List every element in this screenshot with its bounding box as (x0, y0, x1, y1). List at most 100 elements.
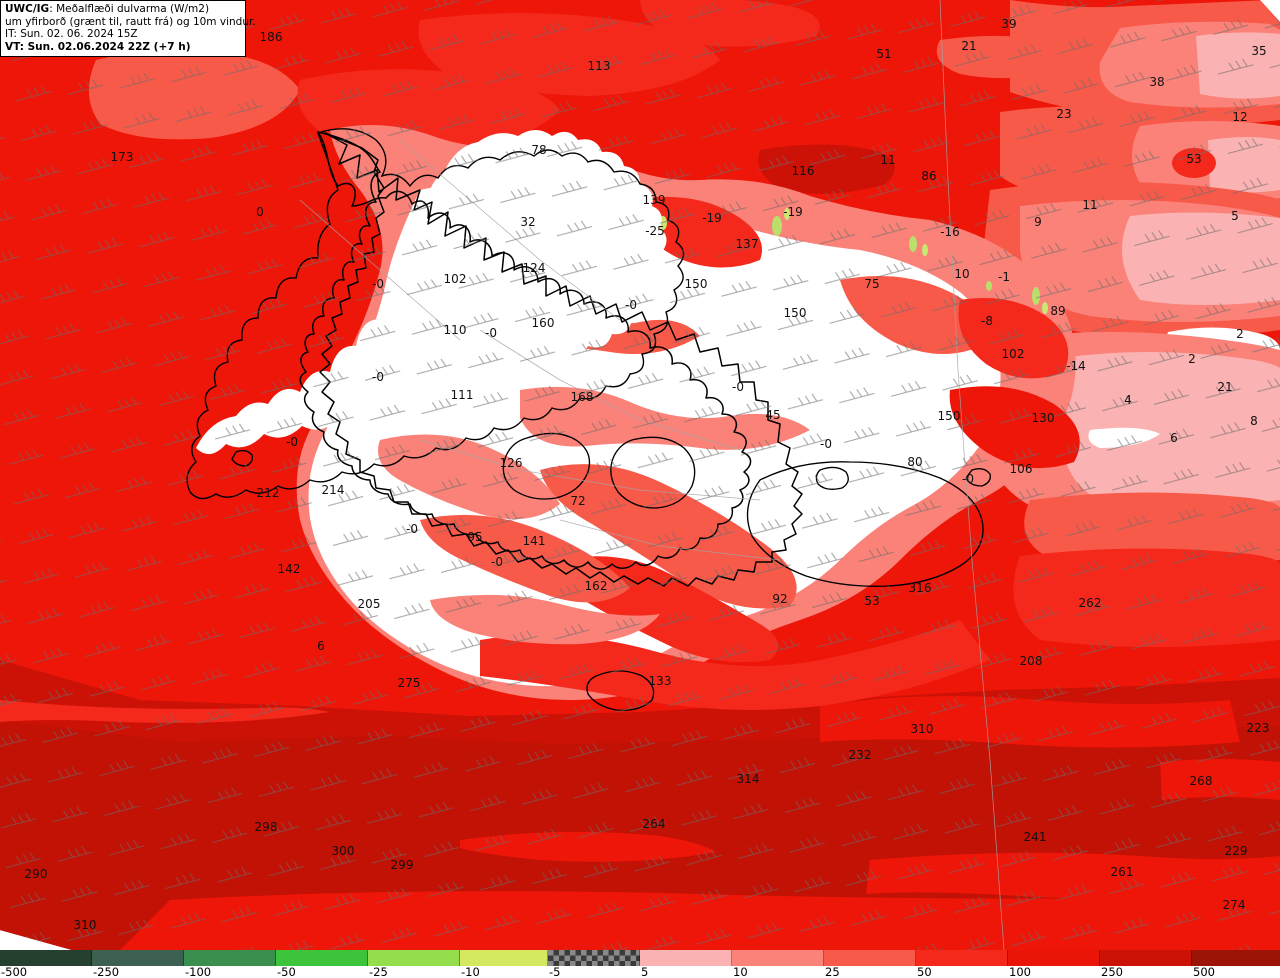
flux-value-label: -0 (962, 472, 974, 486)
flux-value-label: 160 (532, 316, 555, 330)
flux-value-label: 89 (1050, 304, 1065, 318)
legend-segment-100[interactable] (1008, 950, 1100, 966)
flux-value-label: 274 (1223, 898, 1246, 912)
flux-value-label: -0 (491, 555, 503, 569)
flux-value-label: 0 (256, 205, 264, 219)
flux-value-label: -16 (940, 225, 960, 239)
flux-value-label: 6 (317, 639, 325, 653)
flux-value-label: -0 (732, 380, 744, 394)
legend-tick-500: 500 (1193, 965, 1215, 978)
flux-value-label: 8 (1250, 414, 1258, 428)
flux-value-label: 186 (260, 30, 283, 44)
flux-value-label: 141 (523, 534, 546, 548)
legend-segment-neg500[interactable] (0, 950, 92, 966)
model-label: UWC/IG (5, 3, 50, 15)
legend-tick-50: 50 (917, 965, 932, 978)
flux-value-label: 5 (1231, 209, 1239, 223)
legend-tick-labels: -500 -250 -100 -50 -25 -10 -5 5 10 25 50 100 250 500 (0, 966, 1280, 978)
legend-segment-10[interactable] (732, 950, 824, 966)
legend-segment-neg10[interactable] (460, 950, 548, 966)
legend-color-bar[interactable] (0, 950, 1280, 966)
map-title-box: UWC/IG: Meðalflæði dulvarma (W/m2) um yf… (0, 0, 256, 57)
flux-value-label: 113 (588, 59, 611, 73)
legend-segment-neg100[interactable] (184, 950, 276, 966)
legend-segment-5[interactable] (640, 950, 732, 966)
flux-value-label: 21 (961, 39, 976, 53)
flux-value-label: 78 (531, 143, 546, 157)
legend-segment-neg25[interactable] (368, 950, 460, 966)
flux-value-label: 32 (520, 215, 535, 229)
legend-segment-500[interactable] (1192, 950, 1280, 966)
flux-value-label: 2 (1188, 352, 1196, 366)
flux-value-label: 232 (849, 748, 872, 762)
flux-value-label: 53 (864, 594, 879, 608)
color-legend[interactable]: -500 -250 -100 -50 -25 -10 -5 5 10 25 50 100 250 500 (0, 950, 1280, 978)
flux-value-label: -0 (625, 298, 637, 312)
flux-value-label: 314 (737, 772, 760, 786)
flux-value-label: -0 (820, 437, 832, 451)
flux-value-label: 299 (391, 858, 414, 872)
flux-value-label: 95 (467, 530, 482, 544)
header-line-4: VT: Sun. 02.06.2024 22Z (+7 h) (5, 40, 191, 53)
flux-value-label: 110 (444, 323, 467, 337)
flux-value-label: 212 (257, 486, 280, 500)
legend-tick-neg500: -500 (1, 965, 28, 978)
legend-segment-neg250[interactable] (92, 950, 184, 966)
legend-segment-neg5[interactable] (548, 950, 640, 966)
flux-value-label: -25 (645, 224, 665, 238)
flux-value-label: -0 (406, 522, 418, 536)
flux-value-label: 9 (1034, 215, 1042, 229)
flux-value-label: 75 (864, 277, 879, 291)
legend-tick-5: 5 (641, 965, 649, 978)
flux-value-label: -8 (981, 314, 993, 328)
units-label: W/m2 (174, 3, 205, 15)
flux-value-label: -19 (702, 211, 722, 225)
flux-value-label: 11 (880, 153, 895, 167)
legend-tick-neg5: -5 (549, 965, 561, 978)
flux-value-label: -0 (286, 435, 298, 449)
flux-value-label: 10 (954, 267, 969, 281)
legend-tick-neg10: -10 (461, 965, 480, 978)
legend-tick-100: 100 (1009, 965, 1031, 978)
header-line-1: UWC/IG: Meðalflæði dulvarma (W/m2) (5, 3, 210, 15)
flux-value-label: 38 (1149, 75, 1164, 89)
flux-value-label: 268 (1190, 774, 1213, 788)
flux-value-label: 102 (444, 272, 467, 286)
flux-value-label: 150 (784, 306, 807, 320)
flux-value-label: 11 (1082, 198, 1097, 212)
flux-value-label: 45 (765, 408, 780, 422)
legend-segment-25[interactable] (824, 950, 916, 966)
flux-value-label: -1 (998, 270, 1010, 284)
flux-value-label: 116 (792, 164, 815, 178)
legend-segment-neg50[interactable] (276, 950, 368, 966)
flux-value-label: 139 (643, 193, 666, 207)
flux-value-label: 111 (451, 388, 474, 402)
flux-value-label: 23 (1056, 107, 1071, 121)
flux-value-label: 39 (1001, 17, 1016, 31)
map-canvas[interactable]: 186 113 51 21 39 35 38 23 12 173 78 116 11 86 53 11 139-… (0, 0, 1280, 950)
flux-value-label: 51 (876, 47, 891, 61)
legend-tick-25: 25 (825, 965, 840, 978)
flux-value-label: 72 (570, 494, 585, 508)
flux-value-label: 261 (1111, 865, 1134, 879)
flux-value-label: -0 (372, 277, 384, 291)
legend-tick-250: 250 (1101, 965, 1123, 978)
legend-segment-250[interactable] (1100, 950, 1192, 966)
flux-value-label: 290 (25, 867, 48, 881)
flux-value-label: 2 (1236, 327, 1244, 341)
flux-value-label: 86 (921, 169, 936, 183)
flux-value-label: 137 (736, 237, 759, 251)
flux-value-label: 173 (111, 150, 134, 164)
flux-value-label: 35 (1251, 44, 1266, 58)
flux-value-label: 150 (685, 277, 708, 291)
header-line-2: um yfirborð (grænt til, rautt frá) og 10… (5, 15, 256, 28)
legend-segment-50[interactable] (916, 950, 1008, 966)
flux-value-label: 262 (1079, 596, 1102, 610)
flux-value-label: 168 (571, 390, 594, 404)
flux-value-label: 205 (358, 597, 381, 611)
flux-value-label: 223 (1247, 721, 1270, 735)
legend-tick-neg100: -100 (185, 965, 212, 978)
flux-value-label: 124 (523, 261, 546, 275)
legend-tick-neg250: -250 (93, 965, 120, 978)
